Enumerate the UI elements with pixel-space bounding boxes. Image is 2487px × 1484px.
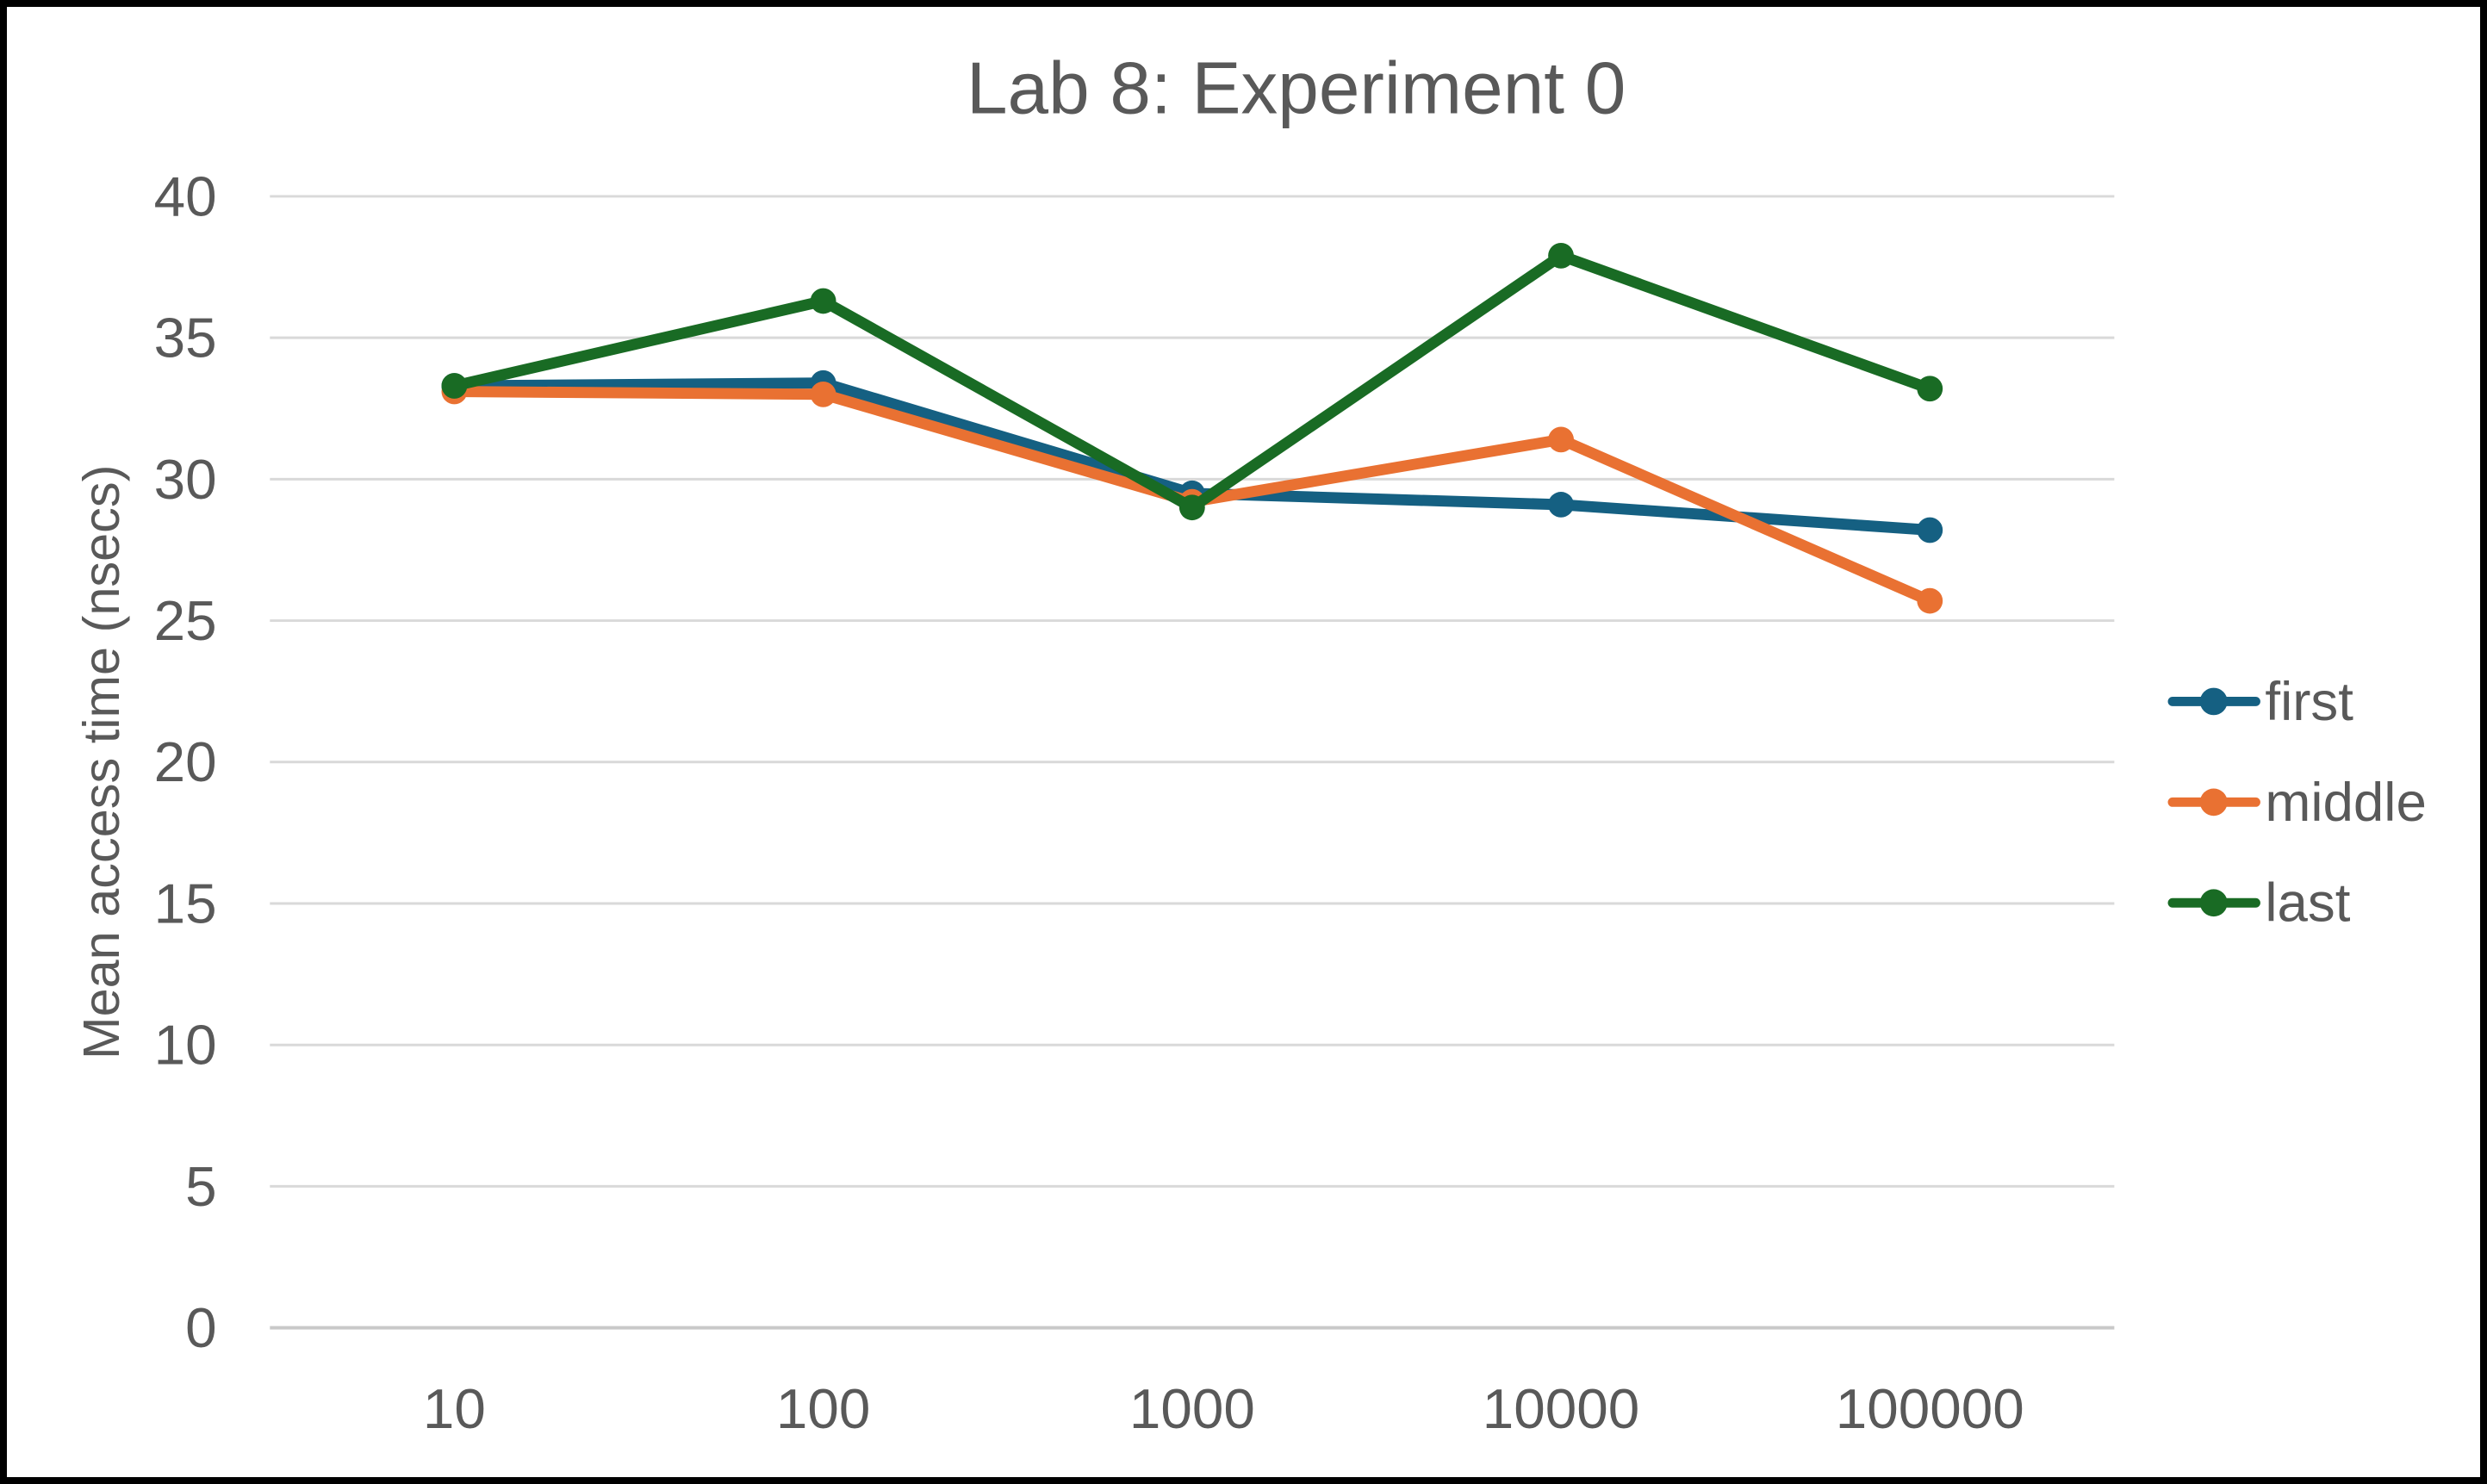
data-point-marker (1548, 492, 1574, 518)
y-tick-label: 15 (154, 872, 217, 935)
data-point-marker (1917, 376, 1943, 402)
legend-item-middle: middle (2167, 772, 2427, 833)
y-tick-label: 35 (154, 307, 217, 369)
legend-item-first: first (2167, 671, 2353, 732)
y-tick-label: 20 (154, 730, 217, 793)
series-last (441, 243, 1943, 521)
y-tick-label: 25 (154, 589, 217, 652)
y-tick-label: 0 (185, 1296, 217, 1359)
legend-marker-icon (2199, 788, 2228, 817)
y-tick-label: 30 (154, 448, 217, 511)
x-tick-label: 1000 (1129, 1377, 1255, 1440)
legend-label: middle (2265, 772, 2426, 833)
data-point-marker (1178, 494, 1205, 521)
x-tick-label: 10 (423, 1377, 486, 1440)
x-tick-label: 100000 (1836, 1377, 2024, 1440)
data-point-marker (1548, 243, 1574, 269)
x-tick-label: 10000 (1483, 1377, 1639, 1440)
x-tick-label: 100 (776, 1377, 871, 1440)
titles: Lab 8: Experiment 0 Mean access time (nse… (72, 48, 1626, 1059)
y-tick-label: 10 (154, 1014, 217, 1077)
legend-item-last: last (2167, 872, 2351, 934)
y-tick-label: 5 (185, 1155, 217, 1218)
legend-label: first (2265, 671, 2353, 732)
data-point-marker (810, 288, 836, 314)
legend-marker-icon (2199, 889, 2228, 917)
legend-marker-icon (2199, 687, 2228, 716)
legend-label: last (2265, 872, 2350, 934)
series-layer (441, 243, 1943, 614)
chart-title: Lab 8: Experiment 0 (967, 48, 1626, 130)
data-point-marker (1917, 517, 1943, 543)
gridlines (270, 195, 2115, 1330)
y-tick-label: 40 (154, 165, 217, 228)
data-point-marker (810, 381, 836, 407)
data-point-marker (1548, 426, 1574, 453)
legend: first middle last (2167, 671, 2427, 934)
data-point-marker (1917, 587, 1943, 614)
y-axis-title: Mean access time (nsecs) (72, 465, 130, 1059)
data-point-marker (441, 373, 468, 399)
axis-labels: 0 5 10 15 20 25 30 35 40 10 100 1000 10000 100000 (154, 165, 2024, 1441)
line-chart: 0 5 10 15 20 25 30 35 40 10 100 1000 10000 100000 Lab… (72, 48, 2427, 1441)
